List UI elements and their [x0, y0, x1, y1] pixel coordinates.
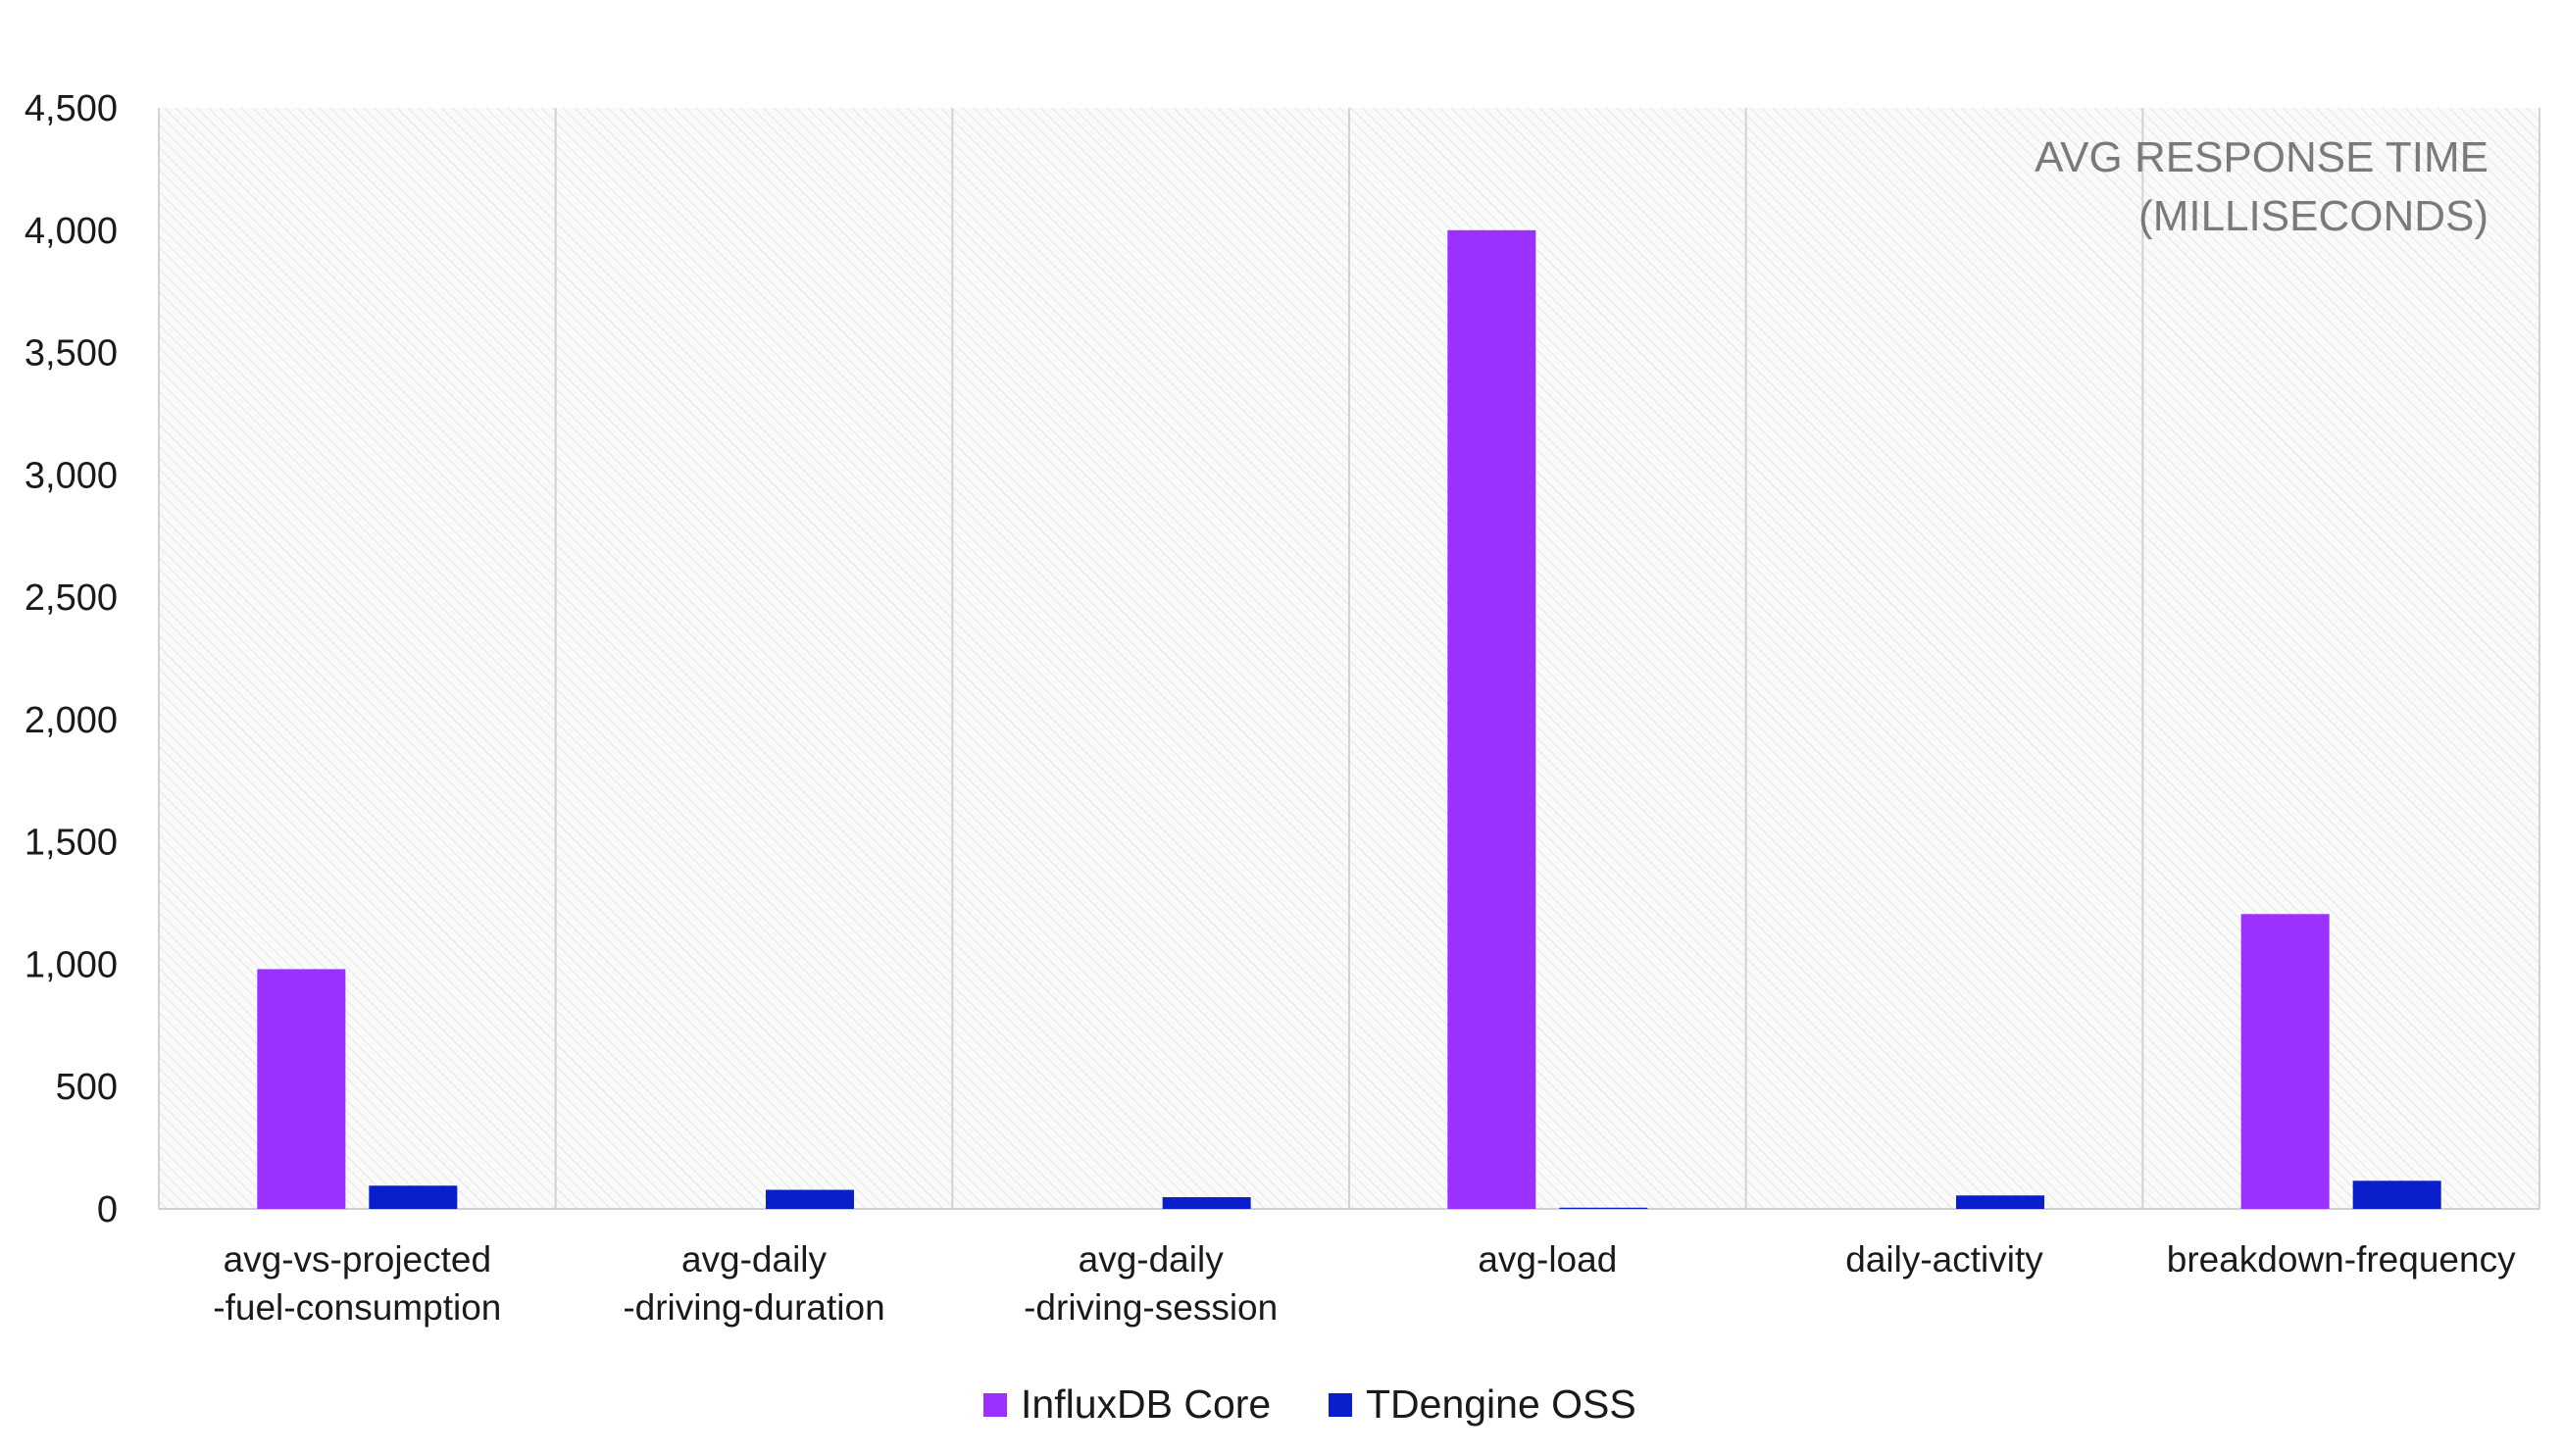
legend-swatch: [1329, 1393, 1352, 1417]
annotation-line-2: (MILLISECONDS): [2138, 192, 2488, 240]
x-tick-label: avg-daily: [1079, 1239, 1225, 1280]
x-tick-label: avg-vs-projected: [224, 1239, 492, 1280]
bar-tdengine: [1956, 1195, 2044, 1209]
legend-swatch: [983, 1393, 1007, 1417]
y-tick-label: 3,500: [25, 333, 118, 375]
x-tick-label: avg-load: [1478, 1239, 1617, 1280]
x-tick-label: breakdown-frequency: [2167, 1239, 2516, 1280]
bar-influxdb: [257, 969, 346, 1209]
bar-influxdb: [1447, 229, 1536, 1209]
y-tick-label: 3,000: [25, 455, 118, 496]
bar-tdengine: [1559, 1207, 1648, 1209]
legend-label: InfluxDB Core: [1021, 1381, 1271, 1427]
bars: [257, 229, 2441, 1209]
y-axis: 0 500 1,000 1,500 2,000 2,500 3,000 3,500 4,000 4…: [25, 88, 118, 1230]
legend: InfluxDB Core TDengine OSS: [983, 1381, 1636, 1427]
x-tick-label: -driving-session: [1024, 1287, 1278, 1328]
bar-tdengine: [1162, 1197, 1251, 1209]
y-tick-label: 4,500: [25, 88, 118, 129]
x-axis: avg-vs-projected -fuel-consumption avg-dai…: [213, 1239, 2516, 1328]
bar-tdengine: [369, 1185, 458, 1209]
y-tick-label: 0: [97, 1189, 118, 1230]
y-tick-label: 2,500: [25, 577, 118, 619]
legend-label: TDengine OSS: [1366, 1381, 1636, 1427]
y-tick-label: 500: [56, 1067, 118, 1108]
bar-influxdb: [2240, 914, 2330, 1209]
y-tick-label: 1,000: [25, 944, 118, 985]
x-tick-label: -fuel-consumption: [213, 1287, 501, 1328]
y-tick-label: 2,000: [25, 700, 118, 741]
x-tick-label: avg-daily: [681, 1239, 828, 1280]
x-tick-label: daily-activity: [1845, 1239, 2043, 1280]
bar-tdengine: [766, 1189, 854, 1209]
category-separators: [158, 108, 2540, 1209]
annotation-line-1: AVG RESPONSE TIME: [2035, 133, 2488, 181]
y-tick-label: 1,500: [25, 823, 118, 864]
y-tick-label: 4,000: [25, 211, 118, 252]
x-tick-label: -driving-duration: [623, 1287, 884, 1328]
bar-tdengine: [2352, 1180, 2441, 1209]
